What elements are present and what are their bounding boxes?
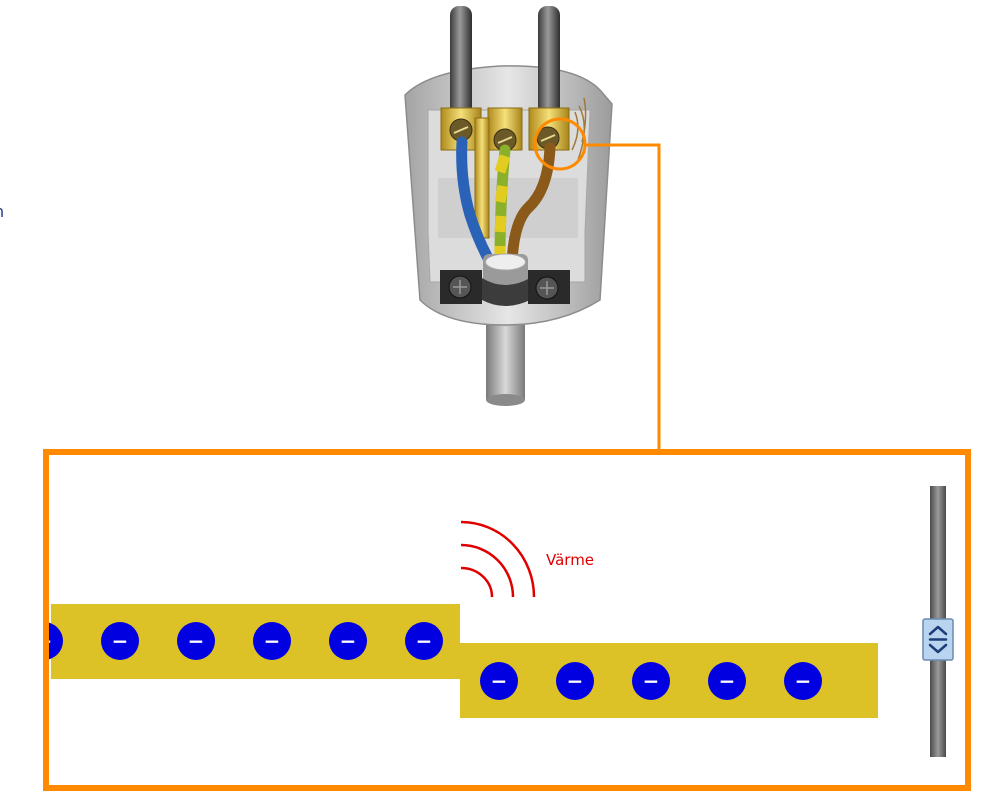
electron-charge-sign: − xyxy=(719,669,736,693)
electron: − xyxy=(177,622,215,660)
heat-wave-large xyxy=(460,520,536,598)
electron: − xyxy=(784,662,822,700)
electron: − xyxy=(101,622,139,660)
edge-marker: n xyxy=(0,202,4,221)
electron: − xyxy=(36,622,63,660)
electron-charge-sign: − xyxy=(567,669,584,693)
electron-charge-sign: − xyxy=(264,629,281,653)
plug-illustration xyxy=(404,6,613,406)
plug-cable-end xyxy=(486,394,525,406)
heat-wave-medium xyxy=(460,543,515,598)
electron-charge-sign: − xyxy=(795,669,812,693)
electron: − xyxy=(708,662,746,700)
electrons: − − − − − − − − − − − xyxy=(36,622,822,700)
electron-charge-sign: − xyxy=(643,669,660,693)
plug-pin-left xyxy=(450,6,472,116)
electron: − xyxy=(556,662,594,700)
current-slider[interactable] xyxy=(922,486,954,757)
electron-charge-sign: − xyxy=(340,629,357,653)
electron: − xyxy=(405,622,443,660)
up-down-arrows-icon xyxy=(928,625,948,654)
electron: − xyxy=(480,662,518,700)
electron-charge-sign: − xyxy=(36,629,53,653)
electron: − xyxy=(632,662,670,700)
wire-brown xyxy=(506,142,556,268)
electron-charge-sign: − xyxy=(416,629,433,653)
electron: − xyxy=(329,622,367,660)
electron-charge-sign: − xyxy=(491,669,508,693)
electron-charge-sign: − xyxy=(112,629,129,653)
electron: − xyxy=(253,622,291,660)
slider-thumb[interactable] xyxy=(922,618,954,661)
zoom-connector-line xyxy=(585,143,661,450)
electron-charge-sign: − xyxy=(188,629,205,653)
heat-waves xyxy=(460,520,536,598)
wire-blue xyxy=(456,136,496,268)
heat-wave-small xyxy=(460,566,494,598)
plug-pin-right xyxy=(538,6,560,116)
heat-label: Värme xyxy=(546,551,594,569)
